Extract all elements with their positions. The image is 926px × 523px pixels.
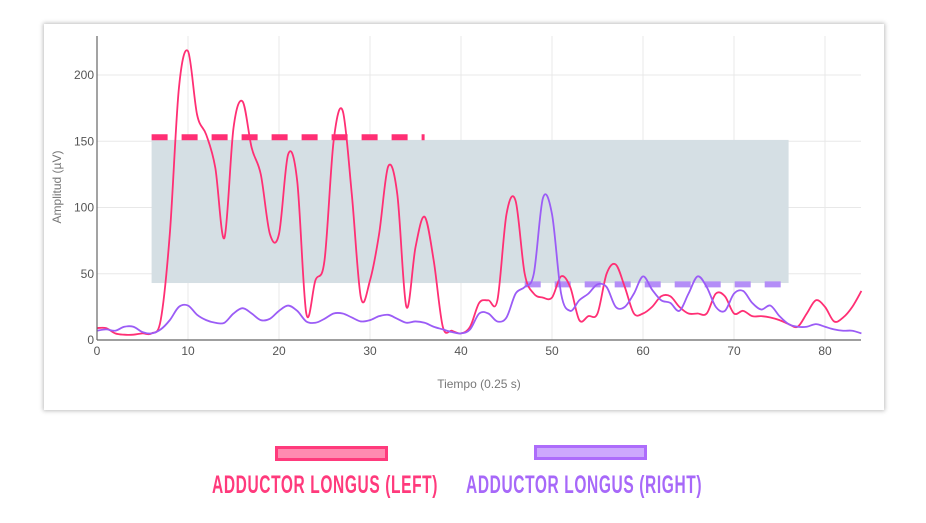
y-tick-label: 100 [74, 201, 94, 215]
y-tick-label: 50 [81, 267, 95, 281]
x-tick-label: 20 [272, 344, 286, 358]
x-tick-label: 60 [636, 344, 650, 358]
x-tick-label: 50 [545, 344, 559, 358]
legend-label-right: ADDUCTOR LONGUS (RIGHT) [466, 471, 703, 499]
legend-swatch-left [275, 446, 388, 461]
x-tick-label: 0 [94, 344, 101, 358]
legend-swatch-right [534, 445, 647, 460]
axes: 0 10 20 30 40 50 60 70 80 0 50 100 150 200 [74, 36, 861, 358]
x-tick-label: 80 [818, 344, 832, 358]
y-axis-label: Amplitud (µV) [50, 151, 64, 224]
x-tick-label: 40 [454, 344, 468, 358]
series-lines [96, 49, 863, 336]
series-line [96, 193, 862, 335]
x-axis-label: Tiempo (0.25 s) [437, 377, 521, 391]
y-tick-label: 0 [87, 333, 94, 347]
legend-label-left: ADDUCTOR LONGUS (LEFT) [212, 471, 439, 499]
y-tick-label: 200 [74, 68, 94, 82]
target-band [151, 139, 789, 284]
x-tick-label: 30 [363, 344, 377, 358]
y-tick-label: 150 [74, 134, 94, 148]
x-tick-label: 10 [181, 344, 195, 358]
x-tick-label: 70 [727, 344, 741, 358]
